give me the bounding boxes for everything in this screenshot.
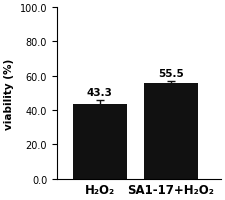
Y-axis label: viability (%): viability (%) [4, 58, 14, 129]
Bar [144, 84, 198, 179]
Text: 55.5: 55.5 [158, 69, 184, 79]
Text: 43.3: 43.3 [87, 88, 113, 98]
Bar [73, 105, 127, 179]
